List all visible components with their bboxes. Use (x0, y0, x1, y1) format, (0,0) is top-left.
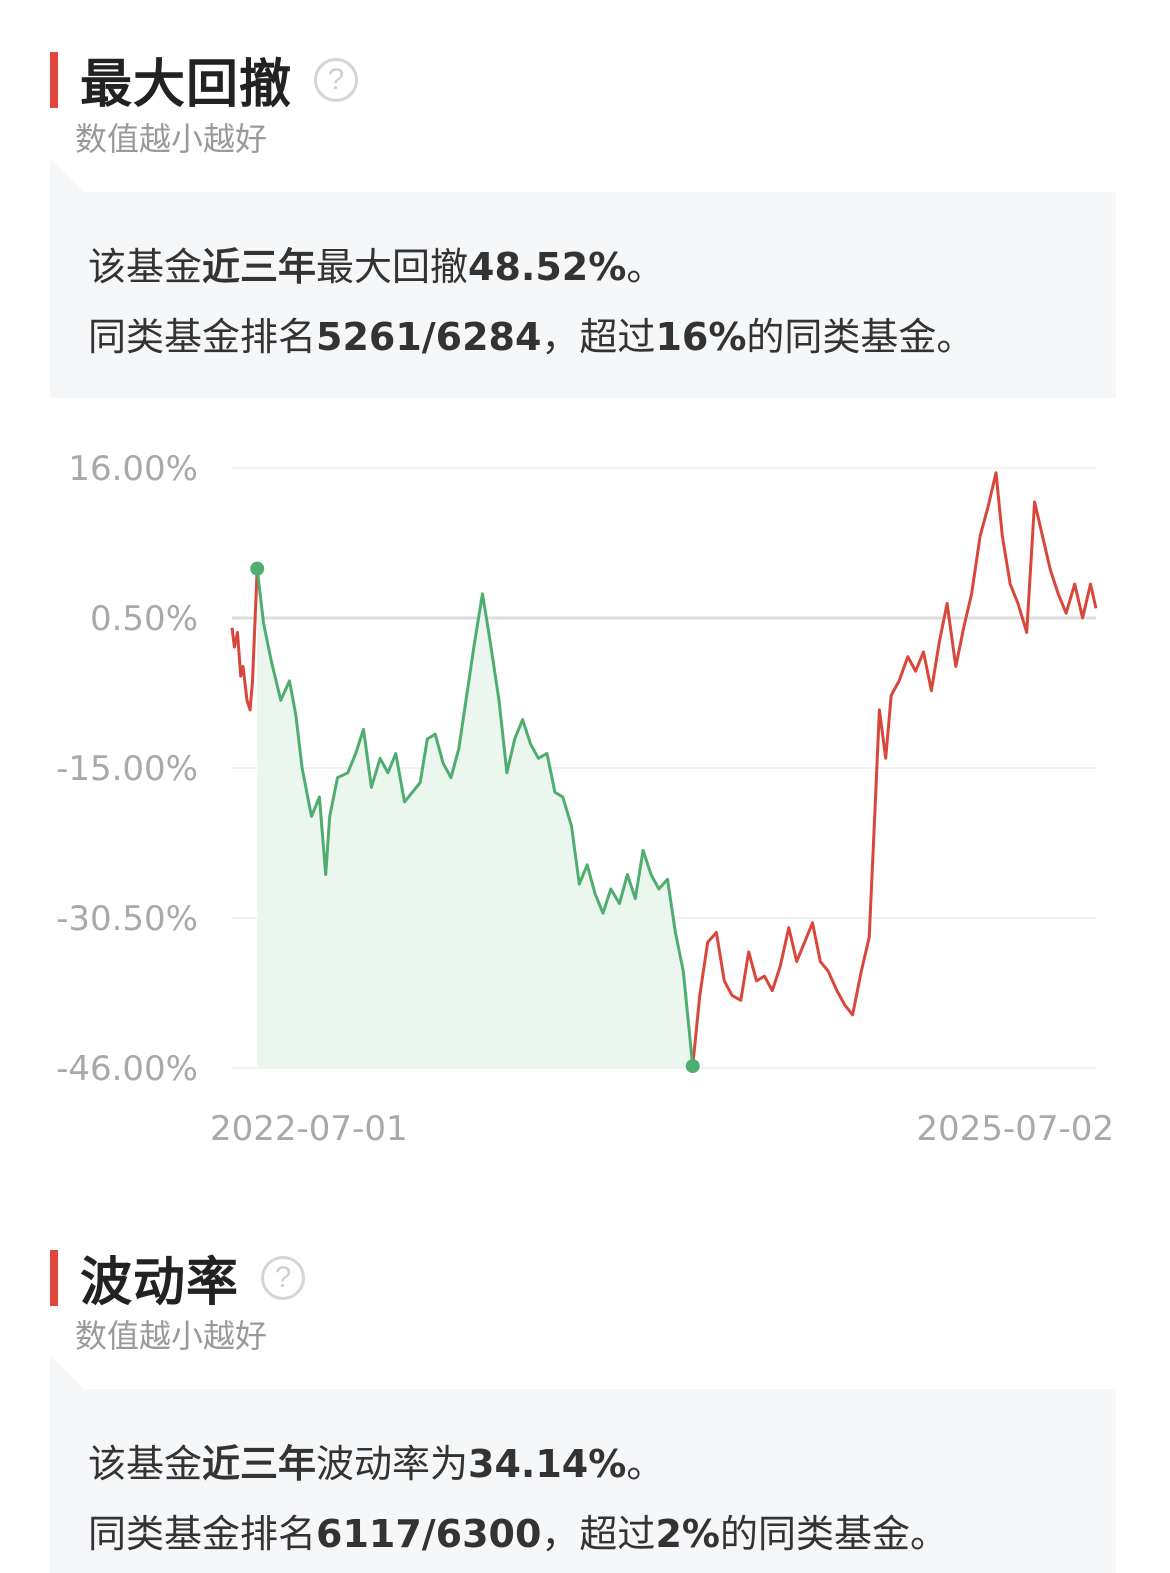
drawdown-area (257, 568, 693, 1068)
y-tick-label: -46.00% (56, 1049, 198, 1089)
series-line-pre-peak (230, 568, 259, 712)
x-tick-label: 2022-07-01 (210, 1109, 408, 1149)
series-line-post-trough (691, 471, 1098, 1067)
y-tick-label: -15.00% (56, 749, 198, 789)
drawdown-chart: 16.00% 0.50% -15.00% -30.50% -46.00% 2022-07-… (0, 430, 1170, 1160)
question-circle-icon[interactable]: ? (314, 57, 359, 102)
section-accent-bar (50, 1249, 58, 1306)
drawdown-subtitle: 数值越小越好 (75, 120, 268, 158)
volatility-summary-line2: 同类基金排名6117/6300，超过2%的同类基金。 (88, 1512, 948, 1556)
summary-box-notch (50, 1355, 84, 1389)
drawdown-summary-box: 该基金近三年最大回撤48.52%。 同类基金排名5261/6284，超过16%的… (50, 158, 1116, 398)
drawdown-section-header: 最大回撤 ? (50, 42, 359, 117)
series-line-drawdown (255, 568, 695, 1067)
volatility-summary-line1: 该基金近三年波动率为34.14%。 (88, 1442, 665, 1486)
x-tick-label: 2025-07-02 (916, 1109, 1114, 1149)
volatility-subtitle: 数值越小越好 (75, 1317, 268, 1355)
volatility-summary-box: 该基金近三年波动率为34.14%。 同类基金排名6117/6300，超过2%的同… (50, 1355, 1116, 1573)
question-circle-icon[interactable]: ? (261, 1255, 306, 1300)
summary-box-notch (50, 158, 84, 192)
volatility-title: 波动率 (80, 1253, 240, 1313)
drawdown-peak-point (250, 561, 265, 576)
section-accent-bar (50, 51, 58, 108)
y-tick-label: -30.50% (56, 899, 198, 939)
y-tick-label: 16.00% (68, 449, 198, 489)
drawdown-title: 最大回撤 (80, 55, 293, 115)
drawdown-summary-line1: 该基金近三年最大回撤48.52%。 (88, 245, 665, 289)
drawdown-summary-line2: 同类基金排名5261/6284，超过16%的同类基金。 (88, 315, 975, 359)
drawdown-chart-svg: 16.00% 0.50% -15.00% -30.50% -46.00% 2022-07-… (56, 449, 1114, 1149)
drawdown-trough-point (685, 1059, 700, 1074)
volatility-section-header: 波动率 ? (50, 1240, 306, 1315)
y-tick-label: 0.50% (90, 599, 198, 639)
